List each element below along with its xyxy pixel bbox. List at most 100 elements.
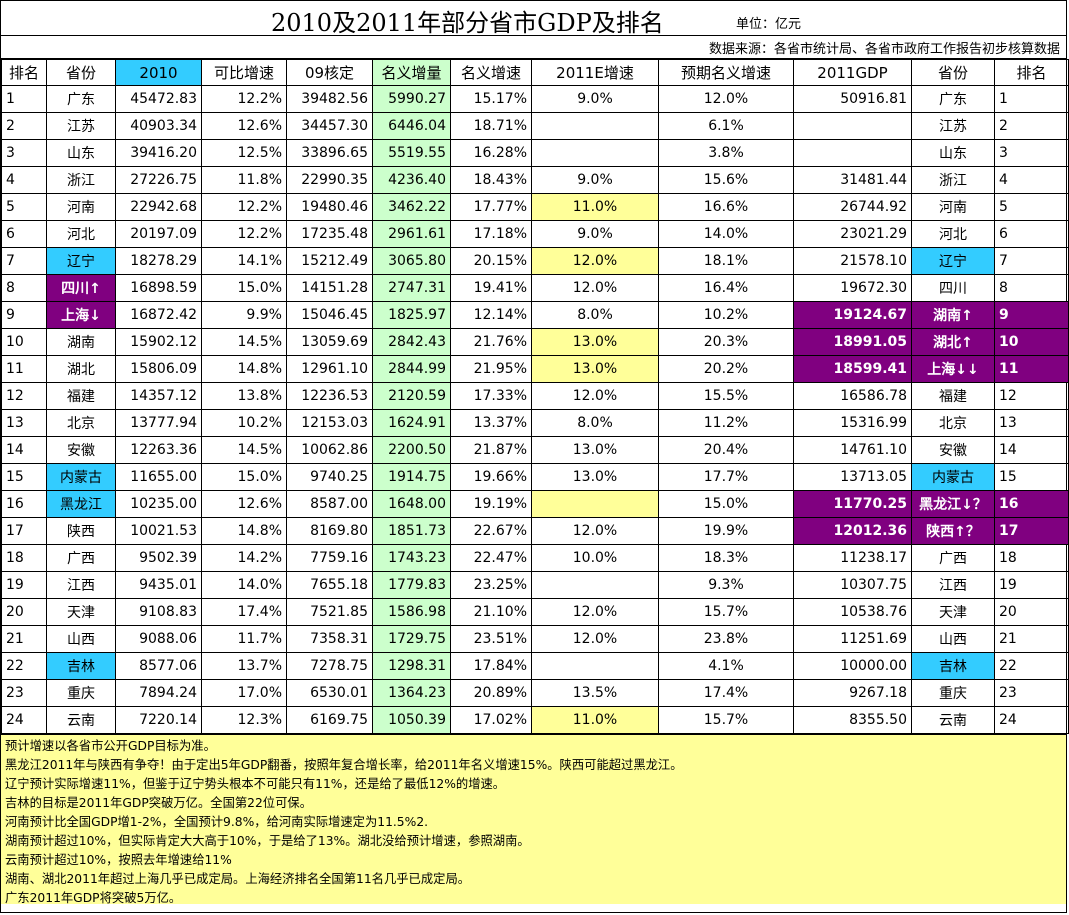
nominal-growth-cell[interactable]: 23.51% [450, 625, 532, 653]
gdp-09-cell[interactable]: 12153.03 [286, 409, 373, 437]
nominal-increment-cell[interactable]: 2200.50 [372, 436, 451, 464]
expected-nominal-growth-cell[interactable]: 17.4% [658, 679, 794, 707]
comparable-growth-cell[interactable]: 13.7% [201, 652, 287, 680]
gdp-2011-cell[interactable]: 19124.67 [793, 301, 912, 329]
province-cell[interactable]: 浙江 [46, 166, 116, 194]
col-comparable-growth[interactable]: 可比增速 [201, 59, 287, 86]
nominal-growth-cell[interactable]: 21.10% [450, 598, 532, 626]
nominal-growth-cell[interactable]: 18.71% [450, 112, 532, 140]
gdp-09-cell[interactable]: 7358.31 [286, 625, 373, 653]
nominal-increment-cell[interactable]: 2842.43 [372, 328, 451, 356]
growth-2011e-cell[interactable]: 12.0% [531, 598, 659, 626]
nominal-increment-cell[interactable]: 1825.97 [372, 301, 451, 329]
nominal-growth-cell[interactable]: 21.95% [450, 355, 532, 383]
gdp-2011-cell[interactable]: 18991.05 [793, 328, 912, 356]
rank-cell[interactable]: 24 [1, 706, 47, 734]
province-cell[interactable]: 内蒙古 [46, 463, 116, 491]
col-09[interactable]: 09核定 [286, 59, 373, 86]
nominal-growth-cell[interactable]: 17.84% [450, 652, 532, 680]
gdp-2011-cell[interactable]: 10538.76 [793, 598, 912, 626]
rank-2-cell[interactable]: 6 [994, 220, 1069, 248]
col-2010[interactable]: 2010 [115, 59, 202, 86]
gdp-2011-cell[interactable]: 10000.00 [793, 652, 912, 680]
province-2-cell[interactable]: 吉林 [911, 652, 995, 680]
gdp-2010-cell[interactable]: 15806.09 [115, 355, 202, 383]
nominal-increment-cell[interactable]: 1050.39 [372, 706, 451, 734]
province-cell[interactable]: 江苏 [46, 112, 116, 140]
nominal-increment-cell[interactable]: 5990.27 [372, 85, 451, 113]
comparable-growth-cell[interactable]: 15.0% [201, 463, 287, 491]
rank-cell[interactable]: 6 [1, 220, 47, 248]
gdp-2010-cell[interactable]: 11655.00 [115, 463, 202, 491]
expected-nominal-growth-cell[interactable]: 11.2% [658, 409, 794, 437]
gdp-09-cell[interactable]: 12236.53 [286, 382, 373, 410]
rank-cell[interactable]: 23 [1, 679, 47, 707]
expected-nominal-growth-cell[interactable]: 19.9% [658, 517, 794, 545]
rank-2-cell[interactable]: 17 [994, 517, 1069, 545]
col-province-2[interactable]: 省份 [911, 59, 995, 86]
rank-2-cell[interactable]: 22 [994, 652, 1069, 680]
expected-nominal-growth-cell[interactable]: 15.6% [658, 166, 794, 194]
growth-2011e-cell[interactable]: 13.0% [531, 355, 659, 383]
growth-2011e-cell[interactable]: 12.0% [531, 247, 659, 275]
gdp-2011-cell[interactable]: 8355.50 [793, 706, 912, 734]
province-2-cell[interactable]: 上海↓↓ [911, 355, 995, 383]
expected-nominal-growth-cell[interactable]: 15.0% [658, 490, 794, 518]
gdp-2011-cell[interactable]: 31481.44 [793, 166, 912, 194]
nominal-growth-cell[interactable]: 19.41% [450, 274, 532, 302]
expected-nominal-growth-cell[interactable]: 20.3% [658, 328, 794, 356]
nominal-increment-cell[interactable]: 1364.23 [372, 679, 451, 707]
col-nominal-growth[interactable]: 名义增速 [450, 59, 532, 86]
growth-2011e-cell[interactable]: 13.0% [531, 436, 659, 464]
growth-2011e-cell[interactable]: 11.0% [531, 706, 659, 734]
nominal-increment-cell[interactable]: 1743.23 [372, 544, 451, 572]
gdp-2010-cell[interactable]: 45472.83 [115, 85, 202, 113]
gdp-09-cell[interactable]: 33896.65 [286, 139, 373, 167]
gdp-09-cell[interactable]: 9740.25 [286, 463, 373, 491]
nominal-increment-cell[interactable]: 1648.00 [372, 490, 451, 518]
comparable-growth-cell[interactable]: 15.0% [201, 274, 287, 302]
gdp-09-cell[interactable]: 7278.75 [286, 652, 373, 680]
nominal-growth-cell[interactable]: 17.02% [450, 706, 532, 734]
col-rank[interactable]: 排名 [1, 59, 47, 86]
gdp-2010-cell[interactable]: 7894.24 [115, 679, 202, 707]
province-cell[interactable]: 湖南 [46, 328, 116, 356]
gdp-09-cell[interactable]: 6530.01 [286, 679, 373, 707]
growth-2011e-cell[interactable] [531, 112, 659, 140]
nominal-growth-cell[interactable]: 15.17% [450, 85, 532, 113]
gdp-2010-cell[interactable]: 9435.01 [115, 571, 202, 599]
growth-2011e-cell[interactable] [531, 490, 659, 518]
rank-cell[interactable]: 11 [1, 355, 47, 383]
rank-2-cell[interactable]: 11 [994, 355, 1069, 383]
rank-2-cell[interactable]: 2 [994, 112, 1069, 140]
gdp-2011-cell[interactable]: 14761.10 [793, 436, 912, 464]
rank-cell[interactable]: 10 [1, 328, 47, 356]
expected-nominal-growth-cell[interactable]: 17.7% [658, 463, 794, 491]
growth-2011e-cell[interactable]: 12.0% [531, 517, 659, 545]
gdp-2011-cell[interactable]: 19672.30 [793, 274, 912, 302]
expected-nominal-growth-cell[interactable]: 20.4% [658, 436, 794, 464]
rank-2-cell[interactable]: 23 [994, 679, 1069, 707]
gdp-2011-cell[interactable]: 26744.92 [793, 193, 912, 221]
expected-nominal-growth-cell[interactable]: 6.1% [658, 112, 794, 140]
expected-nominal-growth-cell[interactable]: 15.7% [658, 706, 794, 734]
nominal-increment-cell[interactable]: 5519.55 [372, 139, 451, 167]
comparable-growth-cell[interactable]: 12.6% [201, 112, 287, 140]
rank-cell[interactable]: 14 [1, 436, 47, 464]
province-cell[interactable]: 广东 [46, 85, 116, 113]
rank-2-cell[interactable]: 18 [994, 544, 1069, 572]
nominal-growth-cell[interactable]: 22.47% [450, 544, 532, 572]
gdp-2010-cell[interactable]: 9088.06 [115, 625, 202, 653]
rank-2-cell[interactable]: 1 [994, 85, 1069, 113]
rank-cell[interactable]: 15 [1, 463, 47, 491]
province-cell[interactable]: 天津 [46, 598, 116, 626]
expected-nominal-growth-cell[interactable]: 14.0% [658, 220, 794, 248]
gdp-2010-cell[interactable]: 16898.59 [115, 274, 202, 302]
province-2-cell[interactable]: 黑龙江↓？ [911, 490, 995, 518]
province-2-cell[interactable]: 河北 [911, 220, 995, 248]
province-cell[interactable]: 福建 [46, 382, 116, 410]
province-2-cell[interactable]: 辽宁 [911, 247, 995, 275]
gdp-2011-cell[interactable]: 9267.18 [793, 679, 912, 707]
rank-2-cell[interactable]: 9 [994, 301, 1069, 329]
province-2-cell[interactable]: 湖北↑ [911, 328, 995, 356]
